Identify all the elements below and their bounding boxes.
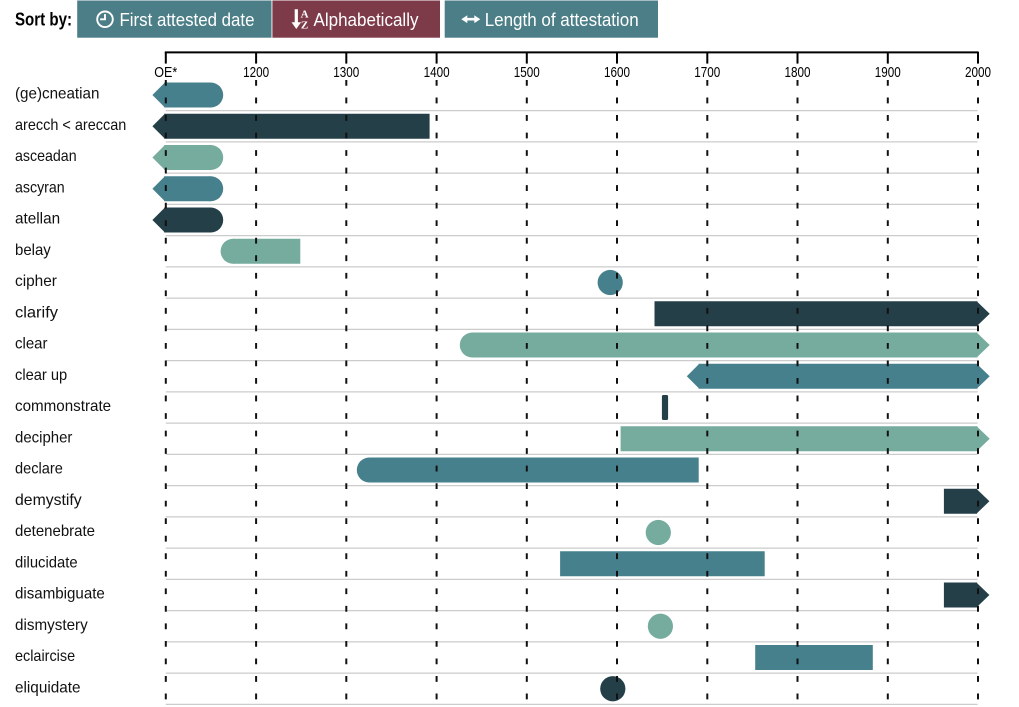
svg-text:Sort by:: Sort by: [15, 10, 72, 30]
svg-text:dismystery: dismystery [15, 617, 88, 634]
svg-text:decipher: decipher [15, 429, 73, 446]
svg-text:declare: declare [15, 461, 63, 478]
svg-text:2000: 2000 [965, 64, 991, 81]
svg-text:disambiguate: disambiguate [15, 586, 105, 603]
svg-text:1900: 1900 [875, 64, 901, 81]
svg-text:clear: clear [15, 336, 48, 353]
svg-text:arecch < areccan: arecch < areccan [15, 117, 126, 134]
svg-text:1500: 1500 [514, 64, 540, 81]
svg-text:detenebrate: detenebrate [15, 523, 95, 540]
svg-text:commonstrate: commonstrate [15, 398, 111, 415]
svg-text:OE*: OE* [154, 64, 177, 81]
svg-text:clear up: clear up [15, 367, 67, 384]
svg-text:belay: belay [15, 242, 51, 259]
svg-text:eclaircise: eclaircise [15, 648, 75, 665]
svg-text:asceadan: asceadan [15, 148, 77, 165]
svg-text:Length of attestation: Length of attestation [485, 9, 639, 30]
svg-text:First attested date: First attested date [120, 9, 255, 30]
svg-text:1700: 1700 [694, 64, 720, 81]
svg-text:demystify: demystify [15, 492, 82, 509]
svg-text:cipher: cipher [15, 273, 58, 290]
svg-text:1800: 1800 [785, 64, 811, 81]
svg-text:ascyran: ascyran [15, 179, 65, 196]
svg-text:(ge)cneatian: (ge)cneatian [15, 86, 99, 103]
svg-text:1400: 1400 [424, 64, 450, 81]
svg-text:1200: 1200 [243, 64, 269, 81]
svg-text:1600: 1600 [604, 64, 630, 81]
svg-text:eliquidate: eliquidate [15, 679, 81, 696]
svg-text:A: A [301, 8, 309, 20]
svg-text:Z: Z [301, 20, 308, 32]
svg-text:Alphabetically: Alphabetically [314, 9, 420, 30]
svg-text:clarify: clarify [15, 304, 58, 321]
svg-text:atellan: atellan [15, 211, 60, 228]
svg-text:1300: 1300 [333, 64, 359, 81]
svg-text:dilucidate: dilucidate [15, 554, 78, 571]
